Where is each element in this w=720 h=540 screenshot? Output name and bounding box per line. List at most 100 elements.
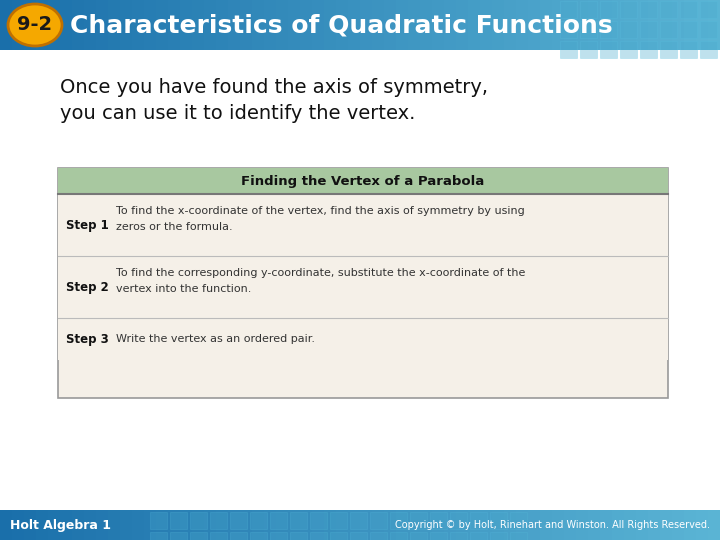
Bar xyxy=(560,41,577,58)
Polygon shape xyxy=(36,510,48,540)
Polygon shape xyxy=(336,510,348,540)
Bar xyxy=(170,532,187,540)
Polygon shape xyxy=(348,0,360,50)
Polygon shape xyxy=(648,510,660,540)
Polygon shape xyxy=(360,510,372,540)
Bar xyxy=(580,21,597,38)
Bar xyxy=(58,168,668,398)
Polygon shape xyxy=(456,0,468,50)
Bar xyxy=(490,512,507,529)
Polygon shape xyxy=(120,0,132,50)
Text: you can use it to identify the vertex.: you can use it to identify the vertex. xyxy=(60,104,415,123)
Polygon shape xyxy=(276,510,288,540)
Bar xyxy=(410,532,427,540)
Polygon shape xyxy=(300,0,312,50)
Bar xyxy=(270,532,287,540)
Text: Step 3: Step 3 xyxy=(66,333,109,346)
Text: vertex into the function.: vertex into the function. xyxy=(116,284,251,294)
Polygon shape xyxy=(192,0,204,50)
Bar xyxy=(58,256,668,318)
Bar xyxy=(680,41,697,58)
Polygon shape xyxy=(240,510,252,540)
Text: Step 2: Step 2 xyxy=(66,280,109,294)
Polygon shape xyxy=(192,510,204,540)
Polygon shape xyxy=(156,510,168,540)
Bar xyxy=(310,512,327,529)
Polygon shape xyxy=(624,0,636,50)
Polygon shape xyxy=(684,0,696,50)
Polygon shape xyxy=(60,0,72,50)
Bar xyxy=(510,532,527,540)
Bar xyxy=(330,532,347,540)
Bar xyxy=(290,532,307,540)
Polygon shape xyxy=(444,0,456,50)
Polygon shape xyxy=(492,0,504,50)
Polygon shape xyxy=(312,0,324,50)
Text: To find the x-coordinate of the vertex, find the axis of symmetry by using: To find the x-coordinate of the vertex, … xyxy=(116,206,525,216)
Bar xyxy=(640,41,657,58)
Bar xyxy=(680,1,697,18)
Bar xyxy=(250,532,267,540)
Bar xyxy=(58,318,668,360)
Polygon shape xyxy=(480,510,492,540)
Polygon shape xyxy=(456,510,468,540)
Bar xyxy=(450,512,467,529)
Polygon shape xyxy=(180,510,192,540)
Text: Once you have found the axis of symmetry,: Once you have found the axis of symmetry… xyxy=(60,78,488,97)
Polygon shape xyxy=(84,0,96,50)
Polygon shape xyxy=(60,510,72,540)
Bar xyxy=(350,532,367,540)
Polygon shape xyxy=(372,0,384,50)
Bar xyxy=(58,168,668,194)
Polygon shape xyxy=(96,0,108,50)
Polygon shape xyxy=(624,510,636,540)
Polygon shape xyxy=(108,0,120,50)
Bar xyxy=(410,512,427,529)
Polygon shape xyxy=(600,510,612,540)
Polygon shape xyxy=(48,0,60,50)
Polygon shape xyxy=(324,510,336,540)
Polygon shape xyxy=(684,510,696,540)
Polygon shape xyxy=(504,510,516,540)
Polygon shape xyxy=(432,0,444,50)
Bar xyxy=(190,532,207,540)
Polygon shape xyxy=(636,0,648,50)
Bar xyxy=(290,512,307,529)
Bar xyxy=(170,512,187,529)
Polygon shape xyxy=(660,0,672,50)
Polygon shape xyxy=(672,0,684,50)
Polygon shape xyxy=(468,510,480,540)
Polygon shape xyxy=(156,0,168,50)
Text: Finding the Vertex of a Parabola: Finding the Vertex of a Parabola xyxy=(241,174,485,187)
Text: zeros or the formula.: zeros or the formula. xyxy=(116,222,233,232)
Bar xyxy=(210,512,227,529)
Polygon shape xyxy=(420,0,432,50)
Polygon shape xyxy=(216,510,228,540)
Bar xyxy=(490,532,507,540)
Polygon shape xyxy=(144,0,156,50)
Bar xyxy=(620,41,637,58)
Polygon shape xyxy=(264,510,276,540)
Polygon shape xyxy=(168,0,180,50)
Polygon shape xyxy=(324,0,336,50)
Polygon shape xyxy=(168,510,180,540)
Bar xyxy=(700,41,717,58)
Polygon shape xyxy=(180,0,192,50)
Polygon shape xyxy=(648,0,660,50)
Polygon shape xyxy=(408,0,420,50)
Polygon shape xyxy=(396,0,408,50)
Polygon shape xyxy=(24,510,36,540)
Bar xyxy=(580,41,597,58)
Polygon shape xyxy=(108,510,120,540)
Polygon shape xyxy=(228,510,240,540)
Polygon shape xyxy=(396,510,408,540)
Polygon shape xyxy=(576,510,588,540)
Polygon shape xyxy=(696,510,708,540)
Polygon shape xyxy=(708,0,720,50)
Bar xyxy=(310,532,327,540)
Polygon shape xyxy=(288,510,300,540)
Polygon shape xyxy=(120,510,132,540)
Bar xyxy=(370,532,387,540)
Polygon shape xyxy=(252,510,264,540)
Polygon shape xyxy=(144,510,156,540)
